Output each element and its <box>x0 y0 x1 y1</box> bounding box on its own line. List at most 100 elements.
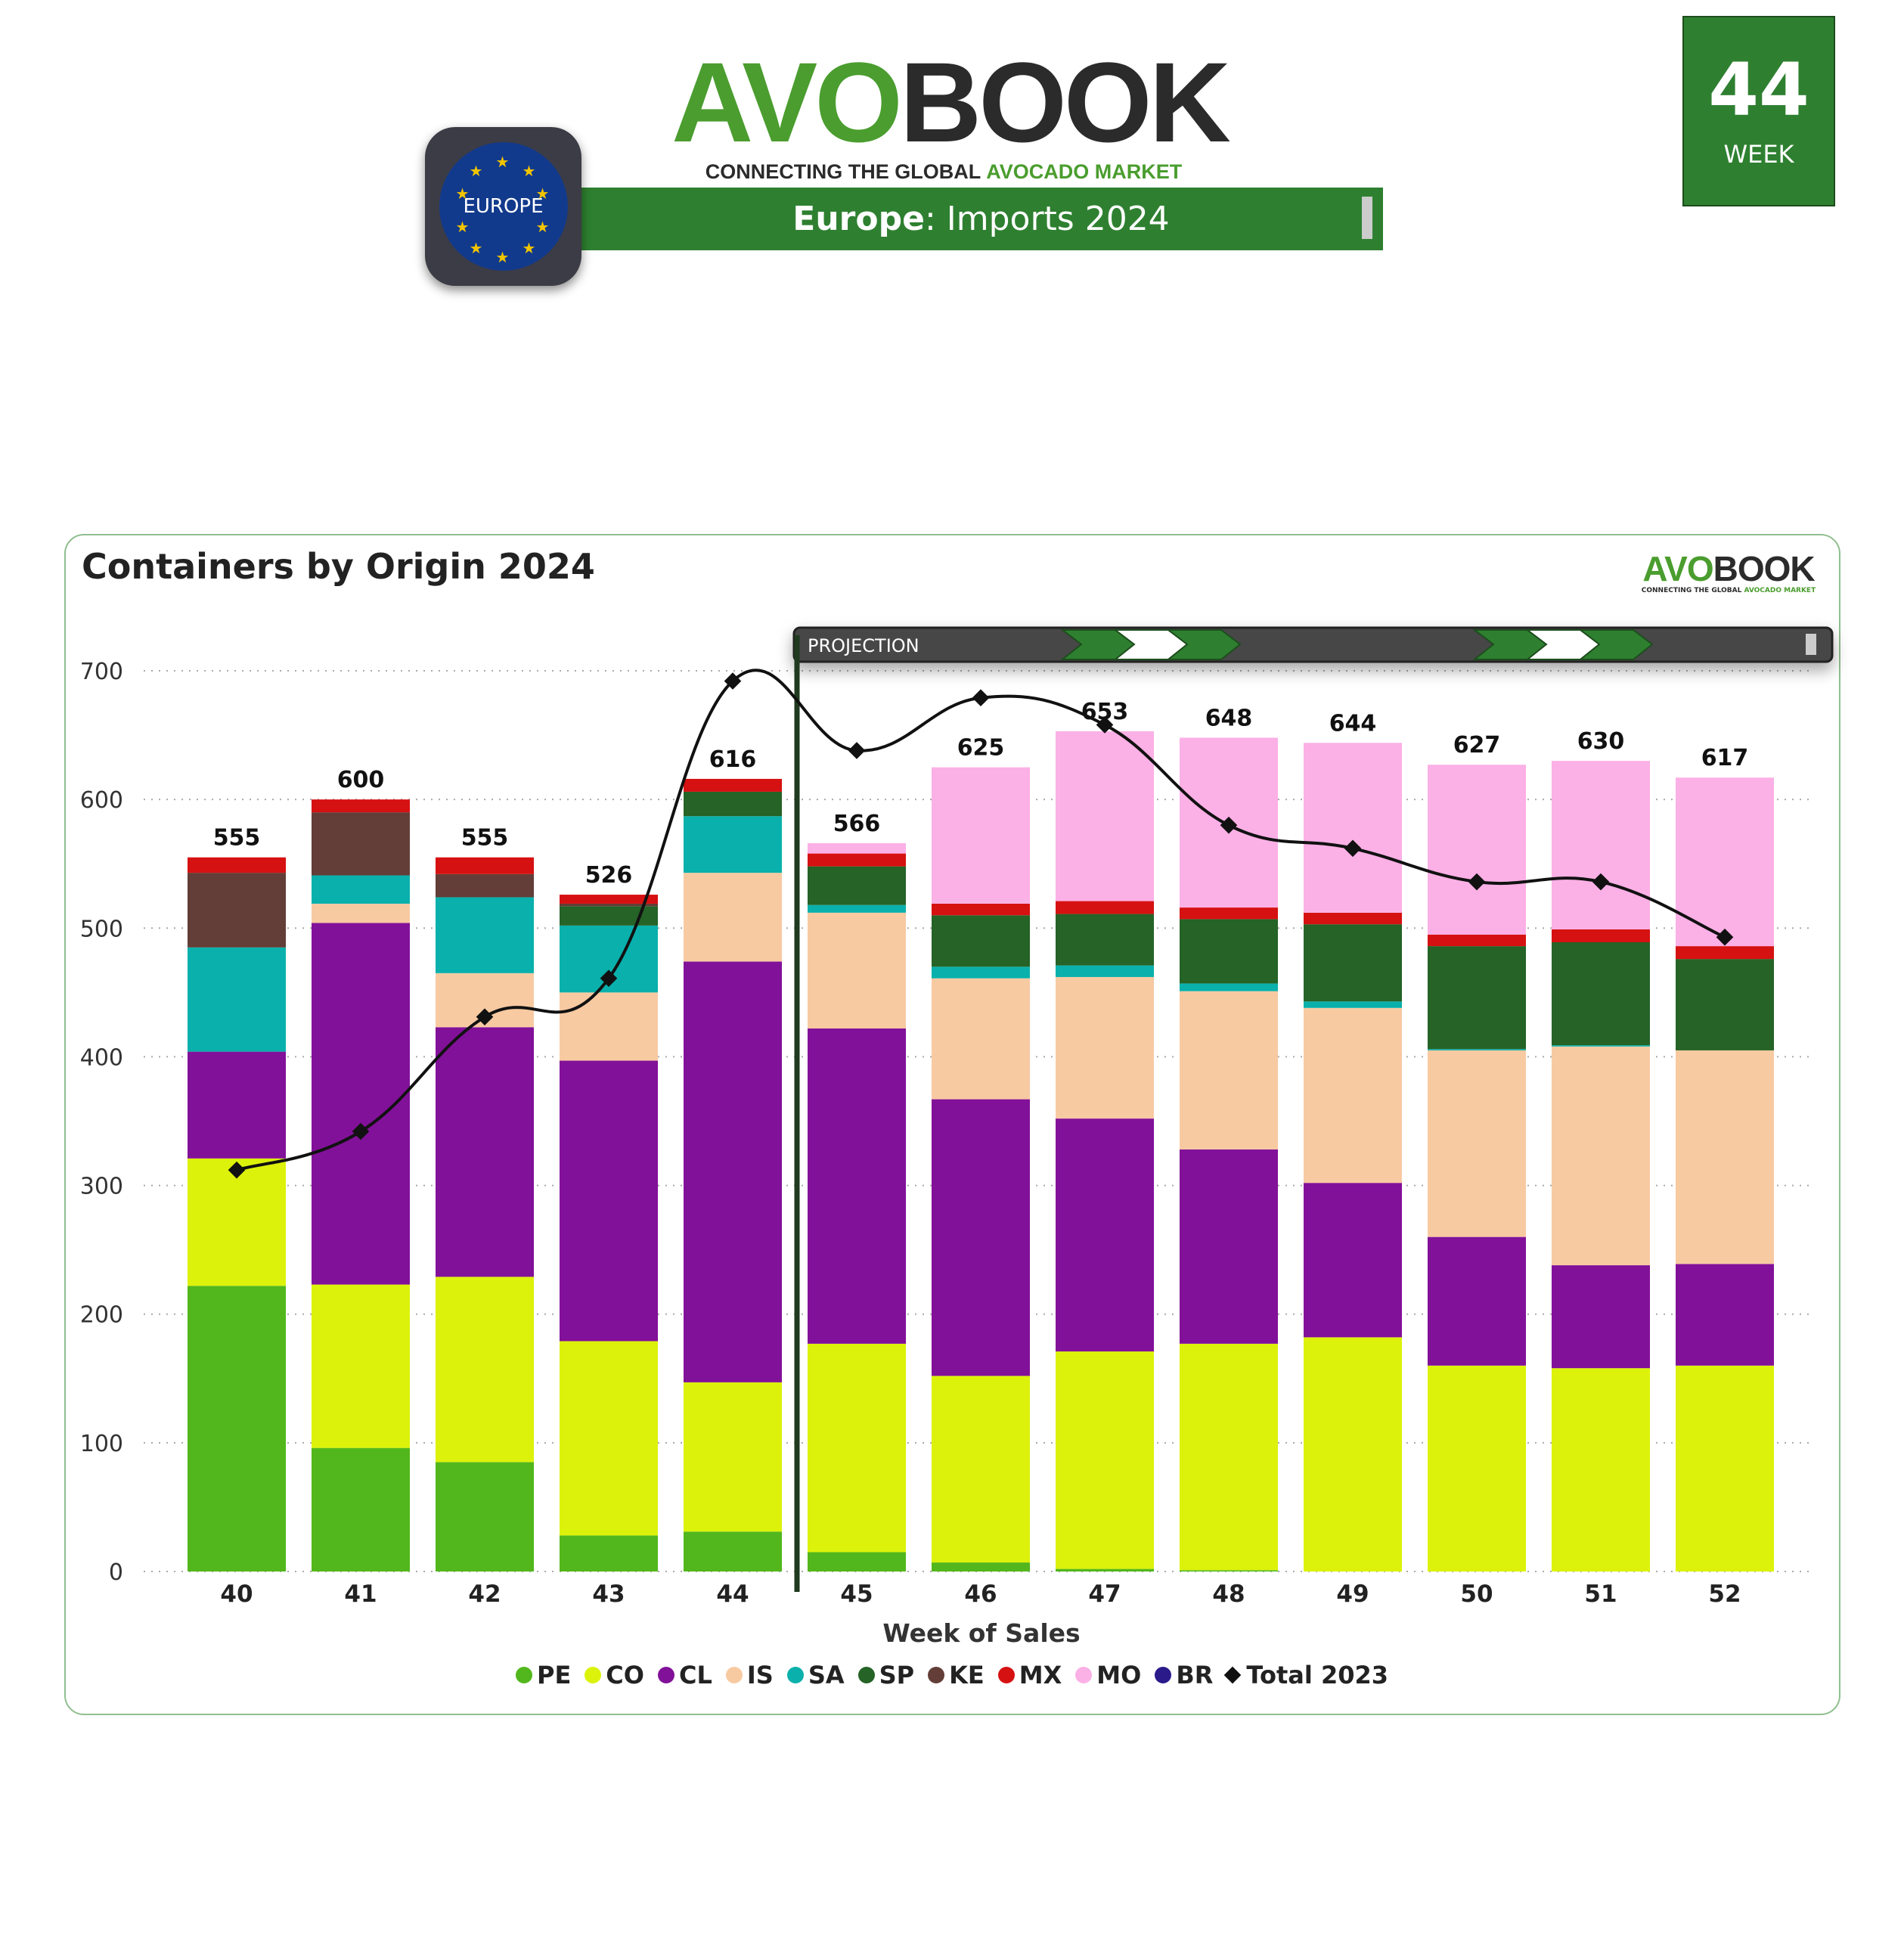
y-tick-label: 300 <box>80 1174 123 1200</box>
bar-segment-mx <box>932 903 1030 916</box>
bar-segment-sp <box>684 791 782 817</box>
legend-item-mo[interactable]: MO <box>1075 1661 1141 1689</box>
total-label: 630 <box>1577 728 1625 755</box>
bar-segment-co <box>188 1158 286 1286</box>
legend-label: BR <box>1176 1661 1214 1689</box>
legend-item-co[interactable]: CO <box>585 1661 644 1689</box>
legend-label: PE <box>536 1661 572 1689</box>
bar-segment-mo <box>1552 761 1650 929</box>
bar-segment-mx <box>684 778 782 792</box>
bar-segment-pe <box>312 1447 410 1571</box>
bar-segment-mx <box>1180 908 1278 920</box>
y-tick-label: 500 <box>80 916 123 942</box>
bar-segment-co <box>1552 1368 1650 1571</box>
total-label: 555 <box>461 825 509 852</box>
bar-segment-mx <box>1304 912 1402 925</box>
y-tick-label: 600 <box>80 787 123 814</box>
x-axis-title: Week of Sales <box>882 1618 1081 1648</box>
bar-segment-sa <box>188 947 286 1052</box>
x-tick-label: 50 <box>1460 1581 1493 1608</box>
x-tick-label: 41 <box>344 1581 377 1608</box>
bar-segment-sa <box>1552 1045 1650 1047</box>
bar-segment-ke <box>560 903 658 907</box>
bar-segment-pe <box>932 1562 1030 1571</box>
legend-dot-icon <box>657 1667 674 1683</box>
x-tick-label: 48 <box>1212 1581 1245 1608</box>
x-tick-label: 51 <box>1584 1581 1617 1608</box>
bar-segment-is <box>1304 1007 1402 1184</box>
eu-flag-icon: ★ ★ ★ ★ ★ ★ ★ ★ ★ ★ EUROPE <box>439 142 568 271</box>
bar-segment-co <box>684 1382 782 1532</box>
bar-segment-sa <box>932 966 1030 979</box>
legend-item-cl[interactable]: CL <box>657 1661 712 1689</box>
legend-label: MX <box>1019 1661 1062 1689</box>
projection-label: PROJECTION <box>808 635 919 656</box>
week-label: WEEK <box>1723 140 1794 169</box>
total-2023-marker <box>228 1161 246 1179</box>
legend-dot-icon <box>515 1667 532 1683</box>
projection-grip <box>1806 634 1816 655</box>
total-2023-marker <box>600 970 618 987</box>
legend-item-is[interactable]: IS <box>725 1661 774 1689</box>
bar-segment-mx <box>188 857 286 873</box>
legend-label: Total 2023 <box>1246 1661 1388 1689</box>
bar-segment-sp <box>1676 959 1774 1050</box>
total-label: 566 <box>833 811 881 837</box>
bar-segment-mo <box>932 767 1030 904</box>
chevron-arrow-icon <box>1166 629 1242 660</box>
banner-subtitle: : Imports 2024 <box>924 200 1170 238</box>
x-tick-label: 45 <box>840 1581 873 1608</box>
logo-text-avo: AVO <box>671 39 903 166</box>
y-tick-label: 200 <box>80 1302 123 1329</box>
bar-segment-is <box>1428 1050 1526 1237</box>
bar-segment-mx <box>1676 946 1774 960</box>
legend-label: MO <box>1096 1661 1142 1689</box>
bar-segment-co <box>808 1343 906 1553</box>
bar-segment-mx <box>1056 901 1154 914</box>
total-2023-marker <box>1716 928 1734 946</box>
bar-segment-sa <box>1304 1001 1402 1008</box>
bar-segment-pe <box>1180 1570 1278 1571</box>
total-2023-marker <box>352 1122 370 1140</box>
bar-segment-ke <box>188 873 286 948</box>
bar-segment-ke <box>312 812 410 876</box>
y-tick-label: 700 <box>80 659 123 685</box>
bar-segment-mo <box>1428 765 1526 935</box>
projection-bar <box>792 626 1834 663</box>
total-label: 600 <box>337 767 385 793</box>
bar-segment-cl <box>1552 1265 1650 1369</box>
total-label: 648 <box>1205 705 1253 731</box>
bar-segment-cl <box>560 1060 658 1342</box>
total-label: 616 <box>709 746 757 773</box>
region-label: EUROPE <box>463 195 544 218</box>
legend-item-sp[interactable]: SP <box>857 1661 914 1689</box>
bar-segment-is <box>1552 1046 1650 1266</box>
bar-segment-sa <box>1428 1049 1526 1050</box>
bar-segment-cl <box>1180 1149 1278 1344</box>
bar-segment-mx <box>1428 934 1526 947</box>
bar-segment-sp <box>808 866 906 905</box>
bar-segment-sp <box>1304 924 1402 1002</box>
week-number: 44 <box>1708 48 1809 132</box>
bar-segment-cl <box>436 1027 534 1277</box>
legend-item-ke[interactable]: KE <box>928 1661 985 1689</box>
bar-segment-is <box>684 873 782 962</box>
bar-segment-pe <box>808 1552 906 1571</box>
legend-item-mx[interactable]: MX <box>997 1661 1062 1689</box>
legend-dot-icon <box>997 1667 1015 1683</box>
legend-item-pe[interactable]: PE <box>515 1661 572 1689</box>
bar-segment-cl <box>188 1051 286 1159</box>
logo-tagline-accent: AVOCADO MARKET <box>986 160 1183 183</box>
bar-segment-mo <box>1056 731 1154 901</box>
total-2023-marker <box>1468 873 1486 891</box>
legend-item-sa[interactable]: SA <box>786 1661 845 1689</box>
bar-segment-co <box>312 1284 410 1448</box>
bar-segment-cl <box>808 1028 906 1344</box>
bar-segment-sa <box>1180 983 1278 991</box>
legend-item-total-2023[interactable]: Total 2023 <box>1224 1661 1388 1689</box>
total-label: 526 <box>585 862 633 889</box>
total-2023-marker <box>1096 716 1114 734</box>
legend-item-br[interactable]: BR <box>1155 1661 1213 1689</box>
legend-label: CL <box>678 1661 712 1689</box>
